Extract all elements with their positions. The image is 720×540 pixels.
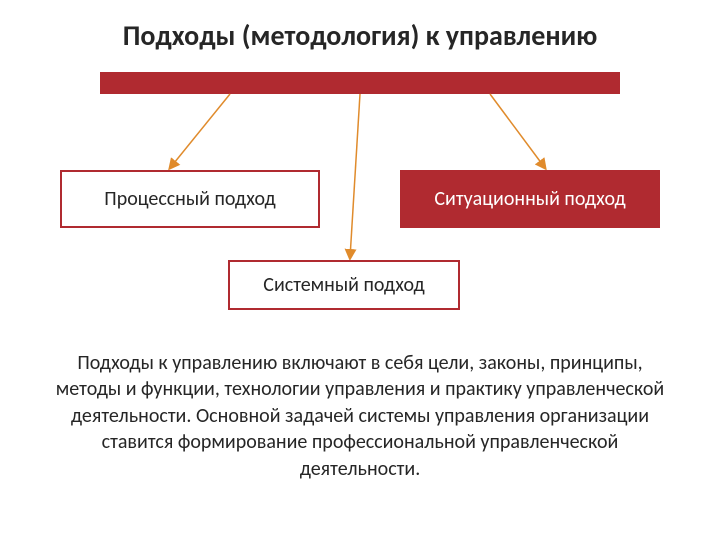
approach-box-situational: Ситуационный подход xyxy=(400,170,660,228)
approach-box-process: Процессный подход xyxy=(60,170,320,228)
approach-box-systemic-label: Системный подход xyxy=(263,273,424,297)
arrow-line xyxy=(350,94,360,258)
approach-box-systemic: Системный подход xyxy=(228,260,460,310)
approach-box-process-label: Процессный подход xyxy=(104,187,275,211)
arrow-line xyxy=(170,94,230,168)
header-bar xyxy=(100,72,620,94)
approach-box-situational-label: Ситуационный подход xyxy=(434,187,625,211)
arrow-line xyxy=(490,94,545,168)
description-paragraph: Подходы к управлению включают в себя цел… xyxy=(50,350,670,482)
slide-title: Подходы (методология) к управлению xyxy=(0,18,720,53)
